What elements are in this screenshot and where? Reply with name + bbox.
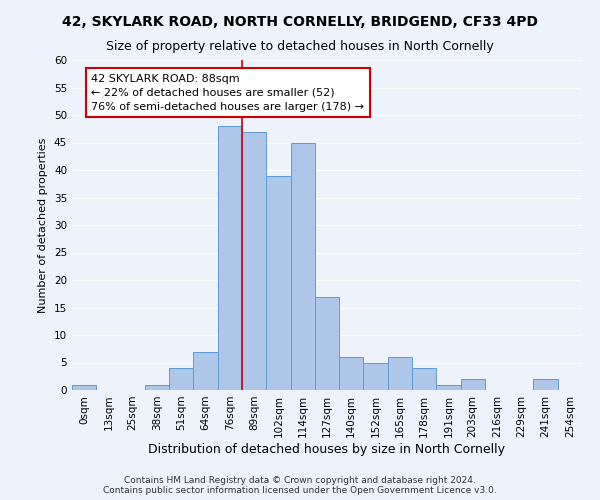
Bar	[533, 379, 558, 390]
Bar	[364, 362, 388, 390]
Bar	[193, 352, 218, 390]
Text: 42 SKYLARK ROAD: 88sqm
← 22% of detached houses are smaller (52)
76% of semi-det: 42 SKYLARK ROAD: 88sqm ← 22% of detached…	[91, 74, 364, 112]
Text: Size of property relative to detached houses in North Cornelly: Size of property relative to detached ho…	[106, 40, 494, 53]
Bar	[145, 384, 169, 390]
Bar	[266, 176, 290, 390]
Bar	[315, 296, 339, 390]
Bar	[412, 368, 436, 390]
Text: Contains HM Land Registry data © Crown copyright and database right 2024.
Contai: Contains HM Land Registry data © Crown c…	[103, 476, 497, 495]
Bar	[242, 132, 266, 390]
Y-axis label: Number of detached properties: Number of detached properties	[38, 138, 49, 312]
Bar	[461, 379, 485, 390]
Bar	[72, 384, 96, 390]
Text: 42, SKYLARK ROAD, NORTH CORNELLY, BRIDGEND, CF33 4PD: 42, SKYLARK ROAD, NORTH CORNELLY, BRIDGE…	[62, 15, 538, 29]
Bar	[169, 368, 193, 390]
Bar	[436, 384, 461, 390]
Bar	[290, 142, 315, 390]
X-axis label: Distribution of detached houses by size in North Cornelly: Distribution of detached houses by size …	[149, 442, 505, 456]
Bar	[388, 357, 412, 390]
Bar	[218, 126, 242, 390]
Bar	[339, 357, 364, 390]
